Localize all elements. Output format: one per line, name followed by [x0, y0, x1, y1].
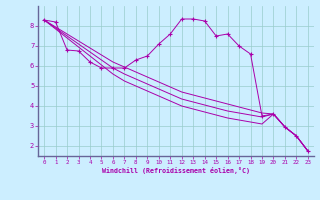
X-axis label: Windchill (Refroidissement éolien,°C): Windchill (Refroidissement éolien,°C) — [102, 167, 250, 174]
